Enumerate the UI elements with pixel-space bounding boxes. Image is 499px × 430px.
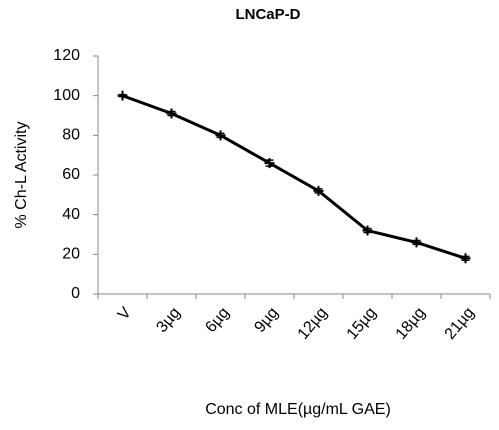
- chart-title: LNCaP-D: [235, 6, 300, 23]
- y-axis-label: % Ch-L Activity: [13, 122, 30, 229]
- y-tick-label: 40: [62, 206, 80, 223]
- marker: [264, 158, 275, 169]
- x-tick-label: 15µg: [344, 304, 380, 342]
- x-tick-label: V: [115, 304, 135, 323]
- y-tick-label: 20: [62, 246, 80, 263]
- y-tick-label: 100: [53, 87, 80, 104]
- x-tick-label: 18µg: [393, 304, 429, 342]
- x-tick-label: 6µg: [202, 304, 232, 336]
- y-tick-label: 0: [71, 285, 80, 302]
- data-line: [121, 94, 466, 260]
- marker: [313, 185, 324, 196]
- y-tick-label: 80: [62, 127, 80, 144]
- marker: [215, 130, 226, 141]
- y-tick-label: 60: [62, 166, 80, 183]
- marker: [166, 108, 177, 119]
- marker: [411, 237, 422, 248]
- x-axis-label: Conc of MLE(µg/mL GAE): [205, 401, 391, 418]
- x-tick-label: 3µg: [153, 304, 183, 336]
- marker: [460, 253, 471, 264]
- x-tick-label: 9µg: [251, 304, 281, 336]
- y-tick-label: 120: [53, 47, 80, 64]
- marker: [362, 225, 373, 236]
- x-tick-label: 12µg: [295, 304, 331, 342]
- x-tick-label: 21µg: [442, 304, 478, 342]
- marker: [117, 90, 128, 101]
